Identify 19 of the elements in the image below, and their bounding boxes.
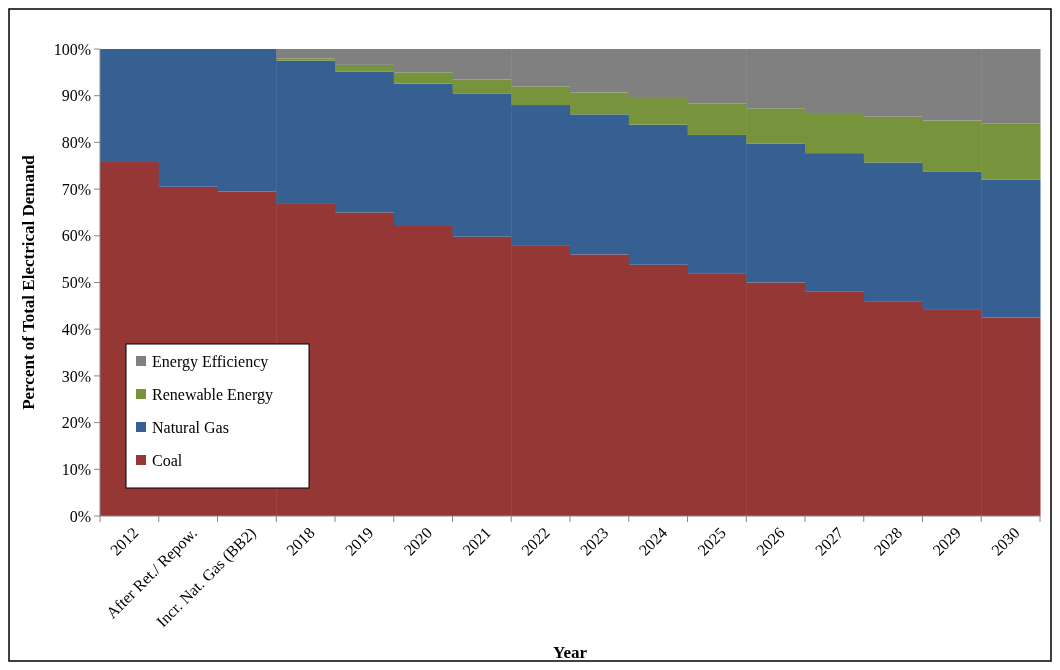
y-tick-label: 20% [61,414,91,432]
y-tick-label: 90% [61,87,91,105]
y-tick-label: 50% [61,274,91,292]
bar [335,64,395,72]
y-tick-label: 0% [69,507,91,525]
legend-label: Energy Efficiency [152,352,269,371]
legend-label: Renewable Energy [152,385,273,404]
y-tick-label: 60% [61,227,91,245]
legend-label: Coal [152,451,183,469]
y-tick-label: 40% [61,320,91,338]
y-axis-title: Percent of Total Electrical Demand [18,154,38,410]
y-tick-label: 10% [61,460,91,478]
y-tick-label: 30% [61,367,91,385]
y-tick-label: 80% [61,134,91,151]
bar [276,58,336,61]
y-tick-label: 70% [61,180,91,198]
y-tick-label: 100% [53,40,91,58]
x-axis-title: Year [553,643,588,662]
legend-label: Natural Gas [152,418,229,436]
